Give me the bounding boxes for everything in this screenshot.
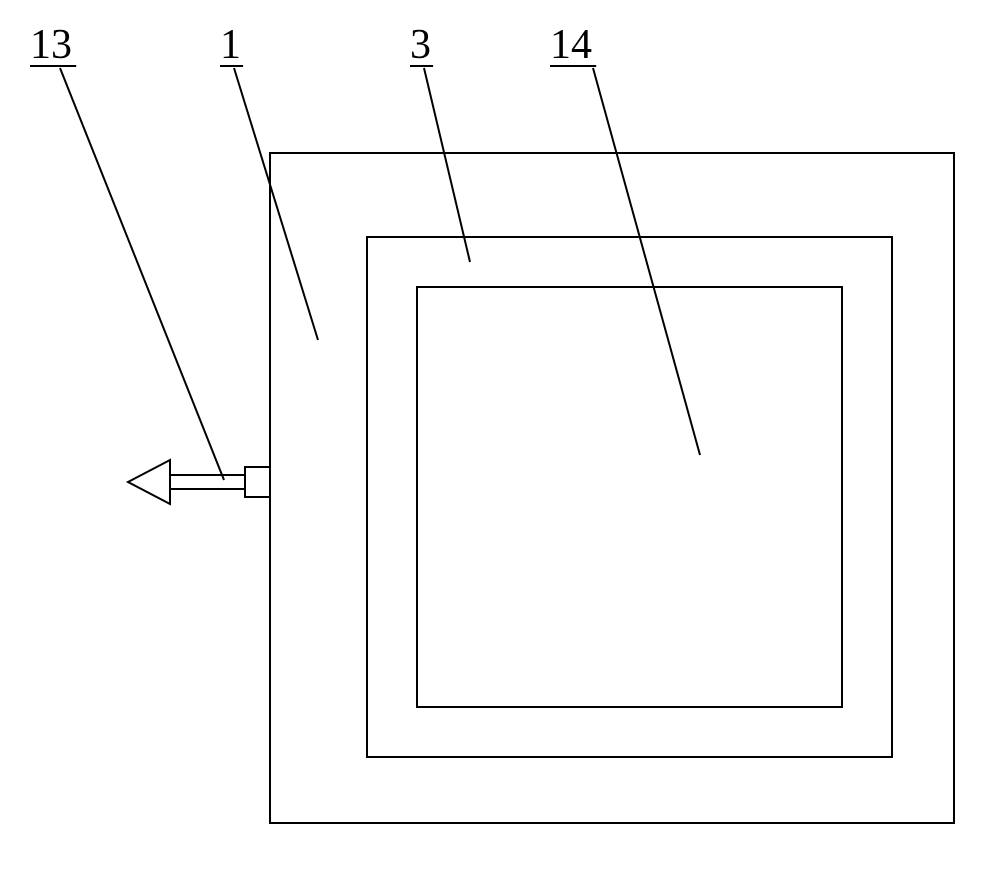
background [0,0,1000,875]
part-label: 13 [30,22,72,68]
part-label: 14 [550,22,592,68]
part-label: 1 [220,22,241,68]
part-label: 3 [410,22,431,68]
